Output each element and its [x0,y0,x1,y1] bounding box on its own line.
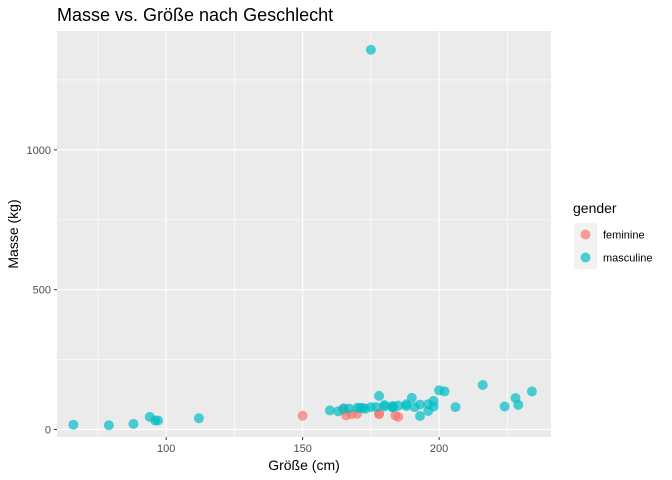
point-masculine [379,400,390,411]
y-tick-label: 1000 [27,145,51,157]
point-masculine [526,386,537,397]
x-tick-label: 200 [430,443,448,455]
x-tick-label: 150 [293,443,311,455]
point-masculine [477,379,488,390]
y-tick-label: 0 [45,424,51,436]
point-masculine [371,402,382,413]
point-masculine [374,390,385,401]
point-masculine [103,420,114,431]
point-masculine [152,415,163,426]
point-masculine [68,419,79,430]
grid-major [57,31,551,437]
point-feminine [297,410,308,421]
point-masculine [193,413,204,424]
point-masculine [344,403,355,414]
legend-label-masculine: masculine [603,253,653,265]
point-masculine [128,418,139,429]
point-feminine [393,411,404,422]
x-axis-title: Größe (cm) [268,457,340,473]
point-masculine [428,395,439,406]
point-masculine [439,386,450,397]
point-masculine [450,402,461,413]
point-masculine [499,401,510,412]
legend: gender feminine masculine [573,200,653,269]
legend-label-feminine: feminine [603,230,645,242]
legend-key-feminine [580,229,591,240]
grid-minor [57,31,551,437]
point-masculine [406,392,417,403]
point-masculine [324,405,335,416]
chart-title: Masse vs. Größe nach Geschlecht [57,5,333,25]
point-masculine [414,411,425,422]
x-axis: 100 150 200 [157,437,448,455]
legend-title: gender [573,200,617,216]
y-tick-label: 500 [33,285,51,297]
legend-key-masculine [580,252,591,263]
plot-panel [57,31,551,437]
data-points [68,44,537,431]
y-axis-title: Masse (kg) [5,199,21,268]
point-masculine [513,399,524,410]
point-masculine [393,400,404,411]
point-masculine [414,399,425,410]
y-axis: 0 500 1000 [27,145,57,436]
x-tick-label: 100 [157,443,175,455]
point-masculine [365,44,376,55]
